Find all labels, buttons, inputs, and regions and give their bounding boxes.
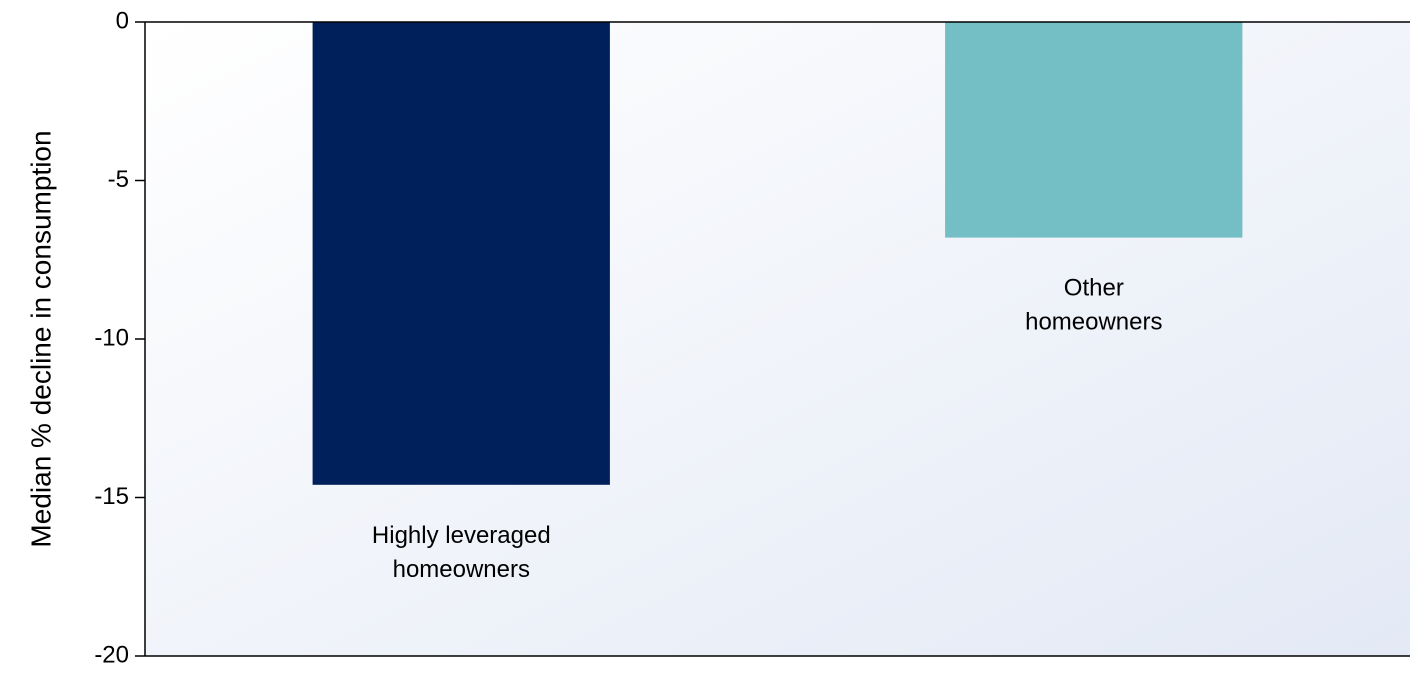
bars-layer (312, 22, 1243, 485)
y-tick-label-3: -10 (94, 324, 129, 351)
y-tick-label-1: 0 (116, 7, 129, 34)
y-axis-label: Median % decline in consumption (25, 130, 56, 547)
category-label-1-line-2: homeowners (393, 556, 530, 583)
y-tick-label-5: -20 (94, 641, 129, 668)
bar-2 (945, 22, 1243, 238)
axes-layer: 0 -5 -10 -15 -20 (94, 7, 1410, 668)
category-label-2-line-1: Other (1064, 275, 1124, 302)
bar-1 (312, 22, 610, 485)
y-tick-label-2: -5 (108, 166, 129, 193)
category-label-2-line-2: homeowners (1025, 309, 1162, 336)
labels-layer: Highly leveraged homeowners Other homeowner… (372, 275, 1163, 583)
y-tick-label-4: -15 (94, 483, 129, 510)
category-label-1-line-1: Highly leveraged (372, 522, 551, 549)
